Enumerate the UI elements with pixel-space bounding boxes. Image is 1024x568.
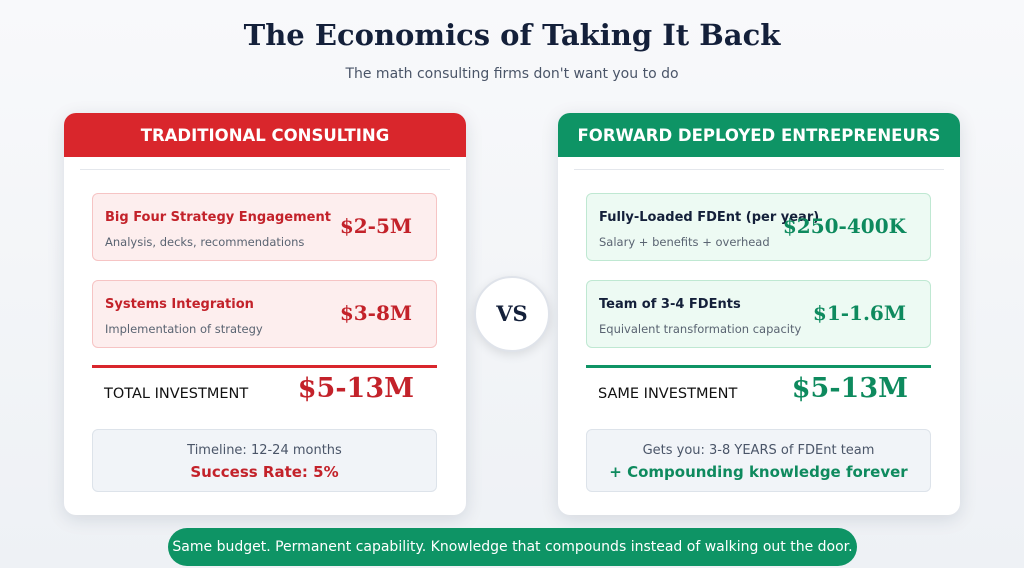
total-label: SAME INVESTMENT	[598, 386, 738, 402]
cost-item: Fully-Loaded FDEnt (per year) Salary + be…	[586, 193, 931, 261]
subtitle: The math consulting firms don't want you…	[345, 66, 679, 82]
item-label: Fully-Loaded FDEnt (per year)	[599, 210, 820, 225]
item-label: Systems Integration	[105, 297, 254, 312]
divider	[574, 169, 944, 170]
item-value: $1-1.6M	[812, 301, 906, 325]
cost-item: Big Four Strategy Engagement Analysis, de…	[92, 193, 437, 261]
divider	[80, 169, 450, 170]
card: TRADITIONAL CONSULTING Big Four Strategy …	[64, 113, 466, 515]
summary-box: Gets you: 3-8 YEARS of FDEnt team + Compo…	[586, 429, 931, 492]
title: The Economics of Taking It Back	[243, 18, 781, 52]
total-rule	[586, 365, 931, 368]
summary-box: Timeline: 12-24 months Success Rate: 5%	[92, 429, 437, 492]
item-value: $3-8M	[339, 301, 412, 325]
card-header: TRADITIONAL CONSULTING	[64, 113, 466, 157]
card: FORWARD DEPLOYED ENTREPRENEURS Fully-Load…	[558, 113, 960, 515]
item-label: Big Four Strategy Engagement	[105, 210, 331, 225]
card-header: FORWARD DEPLOYED ENTREPRENEURS	[558, 113, 960, 157]
summary-line: Timeline: 12-24 months	[187, 443, 342, 458]
vs-badge: VS	[474, 276, 550, 352]
item-desc: Analysis, decks, recommendations	[105, 235, 305, 249]
item-desc: Equivalent transformation capacity	[599, 322, 802, 336]
item-label: Team of 3-4 FDEnts	[599, 297, 741, 312]
summary-highlight: + Compounding knowledge forever	[609, 463, 908, 481]
total-rule	[92, 365, 437, 368]
item-value: $250-400K	[782, 214, 906, 238]
banner: Same budget. Permanent capability. Knowl…	[168, 528, 857, 566]
total-label: TOTAL INVESTMENT	[104, 386, 249, 402]
summary-line: Gets you: 3-8 YEARS of FDEnt team	[642, 443, 875, 458]
summary-highlight: Success Rate: 5%	[190, 463, 339, 481]
item-desc: Implementation of strategy	[105, 322, 263, 336]
cost-item: Team of 3-4 FDEnts Equivalent transformat…	[586, 280, 931, 348]
item-desc: Salary + benefits + overhead	[599, 235, 770, 249]
total-value: $5-13M	[791, 373, 908, 404]
cost-item: Systems Integration Implementation of str…	[92, 280, 437, 348]
item-value: $2-5M	[339, 214, 412, 238]
total-value: $5-13M	[297, 373, 414, 404]
